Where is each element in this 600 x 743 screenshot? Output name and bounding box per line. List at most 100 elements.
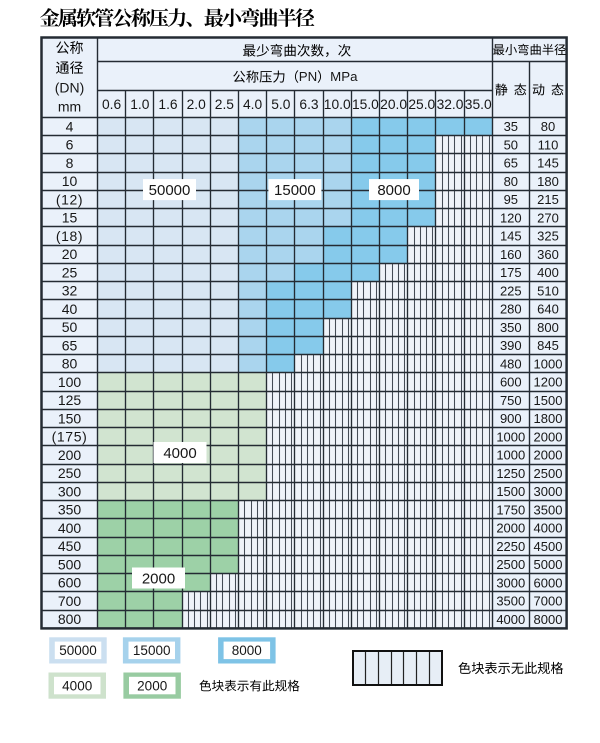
- svg-text:1800: 1800: [534, 411, 563, 426]
- svg-text:50000: 50000: [59, 643, 97, 658]
- svg-text:2000: 2000: [496, 521, 525, 536]
- svg-text:200: 200: [58, 447, 82, 463]
- svg-text:(12): (12): [56, 191, 83, 207]
- svg-text:mm: mm: [58, 99, 81, 115]
- svg-text:450: 450: [58, 538, 82, 554]
- svg-text:20.0: 20.0: [380, 97, 407, 112]
- svg-text:80: 80: [541, 119, 555, 134]
- svg-text:700: 700: [58, 593, 82, 609]
- svg-text:350: 350: [58, 502, 82, 518]
- svg-text:600: 600: [500, 375, 522, 390]
- svg-text:270: 270: [537, 211, 559, 226]
- svg-text:360: 360: [537, 247, 559, 262]
- svg-text:2000: 2000: [142, 570, 175, 587]
- svg-text:300: 300: [58, 483, 82, 499]
- svg-text:65: 65: [504, 156, 518, 171]
- svg-text:95: 95: [504, 192, 518, 207]
- svg-text:7000: 7000: [534, 594, 563, 609]
- svg-text:25.0: 25.0: [408, 97, 435, 112]
- svg-text:(175): (175): [52, 429, 88, 445]
- svg-text:5.0: 5.0: [271, 97, 291, 112]
- svg-text:180: 180: [537, 174, 559, 189]
- svg-text:280: 280: [500, 302, 522, 317]
- svg-text:3500: 3500: [534, 503, 563, 518]
- svg-text:6.3: 6.3: [299, 97, 319, 112]
- svg-text:175: 175: [500, 265, 522, 280]
- svg-text:400: 400: [537, 265, 559, 280]
- svg-text:35.0: 35.0: [465, 97, 492, 112]
- svg-text:25: 25: [62, 264, 78, 280]
- svg-text:2.5: 2.5: [215, 97, 235, 112]
- svg-text:2.0: 2.0: [187, 97, 207, 112]
- svg-text:3500: 3500: [496, 594, 525, 609]
- svg-text:65: 65: [62, 337, 78, 353]
- svg-text:8000: 8000: [232, 643, 262, 658]
- svg-text:1750: 1750: [496, 503, 525, 518]
- svg-text:1000: 1000: [496, 430, 525, 445]
- svg-text:640: 640: [537, 302, 559, 317]
- svg-text:1000: 1000: [534, 357, 563, 372]
- svg-text:(18): (18): [56, 228, 83, 244]
- svg-text:4000: 4000: [496, 612, 525, 627]
- svg-text:50: 50: [504, 138, 518, 153]
- svg-text:1500: 1500: [534, 393, 563, 408]
- svg-text:40: 40: [62, 301, 78, 317]
- svg-text:80: 80: [62, 356, 78, 372]
- svg-text:15.0: 15.0: [352, 97, 379, 112]
- svg-text:50000: 50000: [149, 182, 191, 199]
- svg-text:120: 120: [500, 211, 522, 226]
- svg-text:4.0: 4.0: [243, 97, 263, 112]
- svg-text:6000: 6000: [534, 576, 563, 591]
- svg-text:4: 4: [66, 118, 74, 134]
- svg-text:0.6: 0.6: [102, 97, 122, 112]
- svg-text:900: 900: [500, 411, 522, 426]
- svg-text:2000: 2000: [534, 430, 563, 445]
- svg-text:390: 390: [500, 338, 522, 353]
- svg-text:215: 215: [537, 192, 559, 207]
- svg-text:MPa: MPa: [330, 69, 358, 84]
- svg-text:PN: PN: [299, 69, 317, 84]
- svg-text:3000: 3000: [534, 484, 563, 499]
- svg-text:2000: 2000: [534, 448, 563, 463]
- svg-text:32.0: 32.0: [437, 97, 464, 112]
- svg-text:32: 32: [62, 283, 78, 299]
- svg-text:145: 145: [537, 156, 559, 171]
- svg-text:8000: 8000: [377, 182, 410, 199]
- svg-text:125: 125: [58, 392, 82, 408]
- svg-text:8000: 8000: [534, 612, 563, 627]
- svg-text:1.6: 1.6: [158, 97, 178, 112]
- svg-text:800: 800: [58, 611, 82, 627]
- svg-text:4000: 4000: [534, 521, 563, 536]
- svg-text:600: 600: [58, 575, 82, 591]
- svg-text:4000: 4000: [163, 445, 196, 462]
- svg-text:500: 500: [58, 556, 82, 572]
- svg-text:160: 160: [500, 247, 522, 262]
- svg-text:2250: 2250: [496, 539, 525, 554]
- svg-text:2500: 2500: [534, 466, 563, 481]
- svg-text:1000: 1000: [496, 448, 525, 463]
- svg-text:15000: 15000: [274, 182, 316, 199]
- svg-text:4500: 4500: [534, 539, 563, 554]
- svg-text:845: 845: [537, 338, 559, 353]
- svg-text:1250: 1250: [496, 466, 525, 481]
- svg-text:35: 35: [504, 119, 518, 134]
- svg-text:50: 50: [62, 319, 78, 335]
- svg-text:3000: 3000: [496, 576, 525, 591]
- svg-text:100: 100: [58, 374, 82, 390]
- svg-text:1.0: 1.0: [130, 97, 150, 112]
- svg-text:480: 480: [500, 357, 522, 372]
- svg-text:1200: 1200: [534, 375, 563, 390]
- svg-text:350: 350: [500, 320, 522, 335]
- svg-text:145: 145: [500, 229, 522, 244]
- svg-text:250: 250: [58, 465, 82, 481]
- svg-text:2000: 2000: [137, 678, 167, 693]
- svg-text:20: 20: [62, 246, 78, 262]
- svg-text:225: 225: [500, 284, 522, 299]
- svg-text:6: 6: [66, 137, 74, 153]
- svg-text:10.0: 10.0: [324, 97, 351, 112]
- svg-text:80: 80: [504, 174, 518, 189]
- svg-text:4000: 4000: [62, 678, 92, 693]
- svg-text:8: 8: [66, 155, 74, 171]
- svg-text:325: 325: [537, 229, 559, 244]
- svg-text:1500: 1500: [496, 484, 525, 499]
